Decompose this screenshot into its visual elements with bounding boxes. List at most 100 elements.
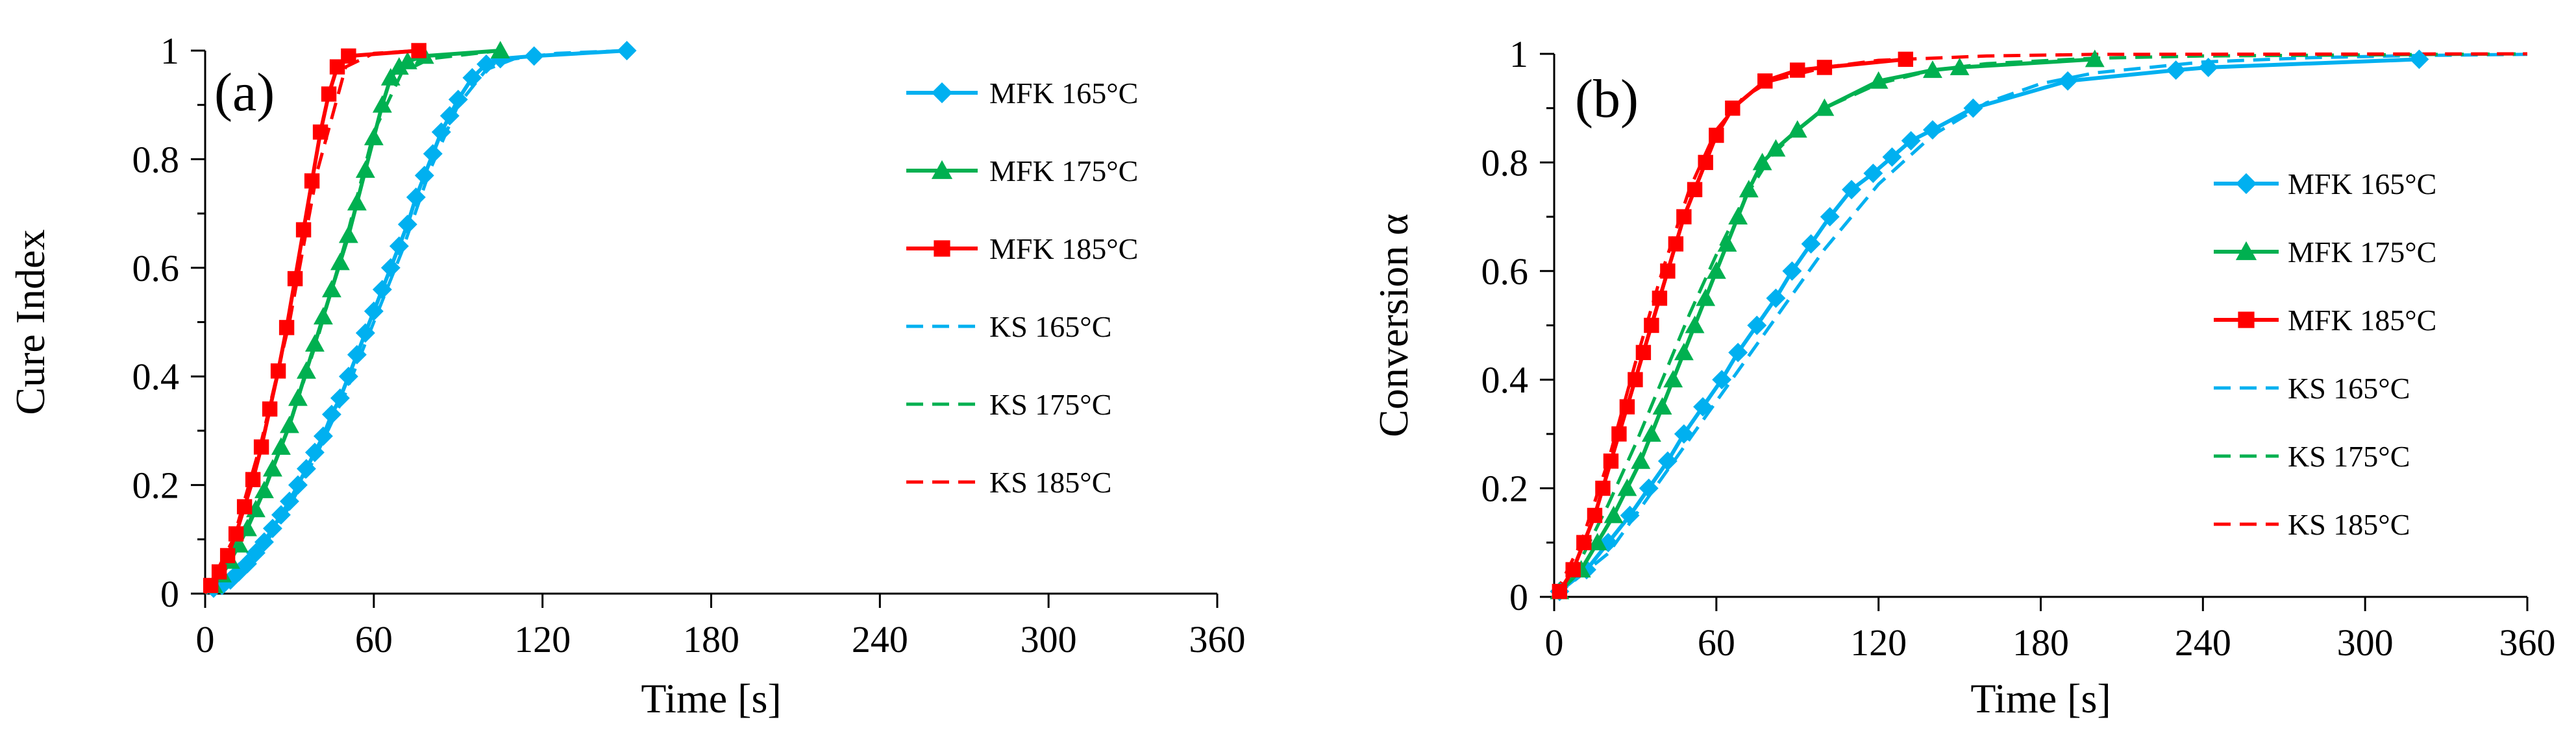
triangle-marker [1706,261,1726,279]
ks-model-line [204,49,627,596]
x-tick-label: 240 [2175,622,2231,664]
diamond-marker [372,280,392,300]
legend-label: KS 175°C [989,388,1111,421]
diamond-marker [1801,234,1821,254]
square-marker [1709,127,1724,143]
diamond-marker [477,54,497,74]
triangle-marker [1604,505,1624,524]
legend-item: MFK 165°C [2214,167,2436,200]
triangle-marker [1696,288,1716,306]
square-marker [262,401,278,417]
diamond-marker [2166,60,2186,80]
square-marker [1587,507,1603,524]
series-mfk-165-c [204,41,637,598]
triangle-marker [1717,234,1737,252]
triangle-marker [1587,533,1607,551]
diamond-marker [288,475,308,495]
x-tick-label: 300 [1021,618,1077,660]
legend-label: MFK 185°C [2288,304,2436,337]
legend-item: KS 165°C [906,310,1111,343]
diamond-marker [2198,57,2218,77]
x-tick-label: 0 [196,618,215,660]
triangle-marker [1631,451,1651,469]
x-tick-label: 240 [852,618,908,660]
y-tick-label: 0 [160,573,179,615]
legend-label: MFK 165°C [989,77,1138,110]
diamond-marker [254,532,274,552]
diamond-marker [1620,505,1640,526]
square-marker [1603,453,1619,469]
diamond-marker [1963,98,1983,118]
square-marker [411,43,427,58]
legend-label: MFK 175°C [2288,236,2436,269]
x-tick-label: 120 [1850,622,1907,664]
y-axis-title: Conversion α [1370,213,1417,437]
x-tick-label: 0 [1545,622,1564,664]
legend: MFK 165°C MFK 175°C MFK 185°C KS 165°C KS 17… [906,77,1138,499]
diamond-marker [1863,163,1883,184]
legend-item: KS 185°C [2214,508,2410,541]
square-marker [270,363,286,379]
diamond-marker [380,258,401,278]
chart-panel-a: 0 60 120 180 240 300 360 0 0.2 0.4 0.6 0.8 1 Time [s]… [7,30,1246,721]
y-tick-label: 0.4 [1481,359,1529,401]
series-ks-165-c [204,49,627,596]
ks-model-line [1552,52,2528,598]
square-marker [1552,583,1568,599]
diamond-marker [1782,261,1802,281]
triangle-marker [389,57,409,75]
series-mfk-185-c [1552,51,1914,599]
triangle-marker [372,95,392,113]
x-tick-label: 360 [1189,618,1246,660]
square-marker [1652,290,1668,306]
x-tick-label: 60 [1698,622,1735,664]
x-axis-title: Time [s] [641,675,781,721]
square-marker [1698,154,1713,171]
square-marker [1628,372,1643,387]
triangle-marker [347,193,367,211]
triangle-marker [2085,49,2105,67]
diamond-marker [1882,147,1902,167]
chart-panel-b: 0 60 120 180 240 300 360 0 0.2 0.4 0.6 0.8 1 Time [s]… [1370,33,2556,721]
triangle-marker [330,252,350,271]
legend-item: MFK 185°C [2214,304,2436,337]
series-mfk-185-c [203,43,427,594]
triangle-marker [262,459,282,477]
square-marker [341,48,356,64]
square-marker [253,439,269,455]
y-tick-label: 0.2 [132,465,180,507]
legend-item: MFK 175°C [2214,236,2436,269]
x-axis-title: Time [s] [1970,675,2111,721]
diamond-marker [338,367,358,387]
legend-swatch-marker [931,160,953,179]
triangle-marker [304,334,325,352]
triangle-marker [279,415,299,433]
diamond-marker [1693,397,1713,417]
triangle-marker [1950,57,1970,75]
diamond-marker [1657,451,1678,471]
y-tick-label: 0 [1509,576,1528,618]
diamond-marker [1674,424,1694,444]
y-axis-title: Cure Index [7,229,53,415]
series-mfk-165-c [1550,49,2429,601]
triangle-marker [1641,424,1661,442]
x-tick-label: 180 [683,618,739,660]
square-marker [304,173,320,189]
triangle-marker [1752,152,1772,171]
y-tick-label: 0.6 [132,247,180,289]
diamond-marker [304,442,325,463]
x-tick-label: 120 [514,618,571,660]
series-ks-185-c [1552,52,2528,598]
diamond-marker [431,122,451,142]
y-tick-label: 0.2 [1481,468,1529,510]
panel-label: (b) [1575,69,1639,129]
square-marker [312,124,328,140]
legend-item: MFK 165°C [906,77,1138,110]
square-marker [1898,51,1914,67]
diamond-marker [406,187,426,207]
diamond-marker [279,491,299,511]
legend-item: KS 175°C [906,388,1111,421]
triangle-marker [1652,397,1672,415]
legend-label: MFK 175°C [989,154,1138,187]
